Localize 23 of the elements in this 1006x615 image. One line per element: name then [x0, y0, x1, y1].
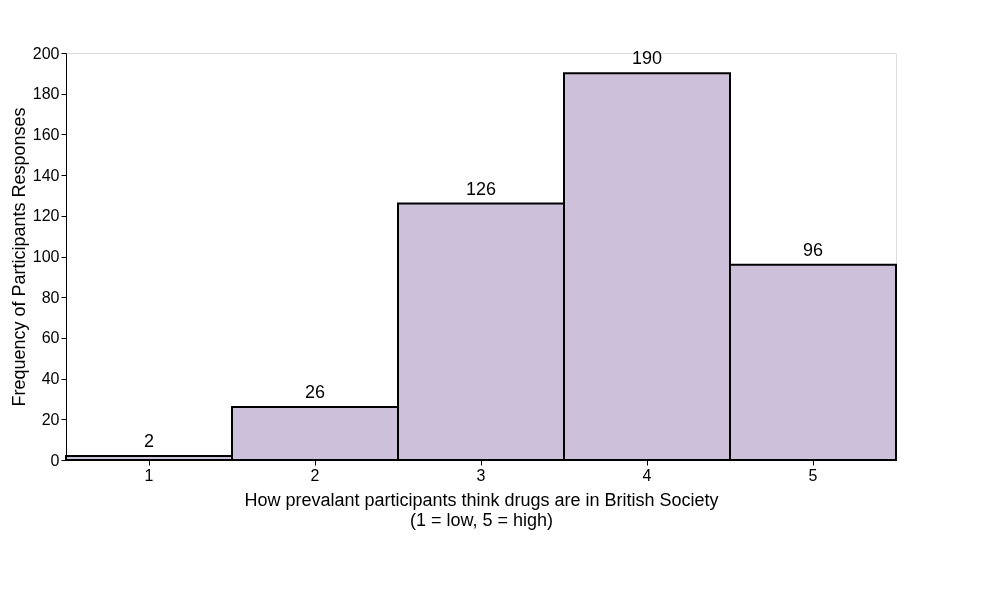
y-tick-label: 60 — [41, 329, 60, 347]
x-tick-label: 5 — [808, 466, 818, 484]
x-tick-label: 1 — [144, 466, 154, 484]
data-label: 126 — [465, 178, 497, 199]
y-tick-label: 120 — [32, 207, 60, 225]
x-tick-label: 3 — [476, 466, 486, 484]
data-label: 190 — [631, 48, 663, 69]
y-tick-label: 140 — [32, 166, 60, 184]
data-label: 2 — [143, 430, 155, 451]
y-tick-label: 0 — [50, 451, 60, 469]
x-tick-label: 2 — [310, 466, 320, 484]
y-tick-label: 160 — [32, 125, 60, 143]
x-axis-title: How prevalant participants think drugs are in British Society (1 = low, 5 = high) — [244, 489, 719, 530]
y-axis-title: Frequency of Participants Responses — [8, 107, 29, 407]
y-tick-label: 100 — [32, 248, 60, 265]
y-tick-label: 20 — [41, 410, 60, 428]
x-tick-label: 4 — [642, 466, 652, 484]
data-label: 96 — [802, 239, 824, 260]
y-tick-label: 40 — [41, 370, 60, 388]
data-label: 26 — [304, 382, 326, 403]
y-tick-label: 200 — [32, 44, 60, 62]
y-tick-label: 80 — [41, 288, 60, 306]
y-tick-label: 180 — [32, 85, 60, 103]
